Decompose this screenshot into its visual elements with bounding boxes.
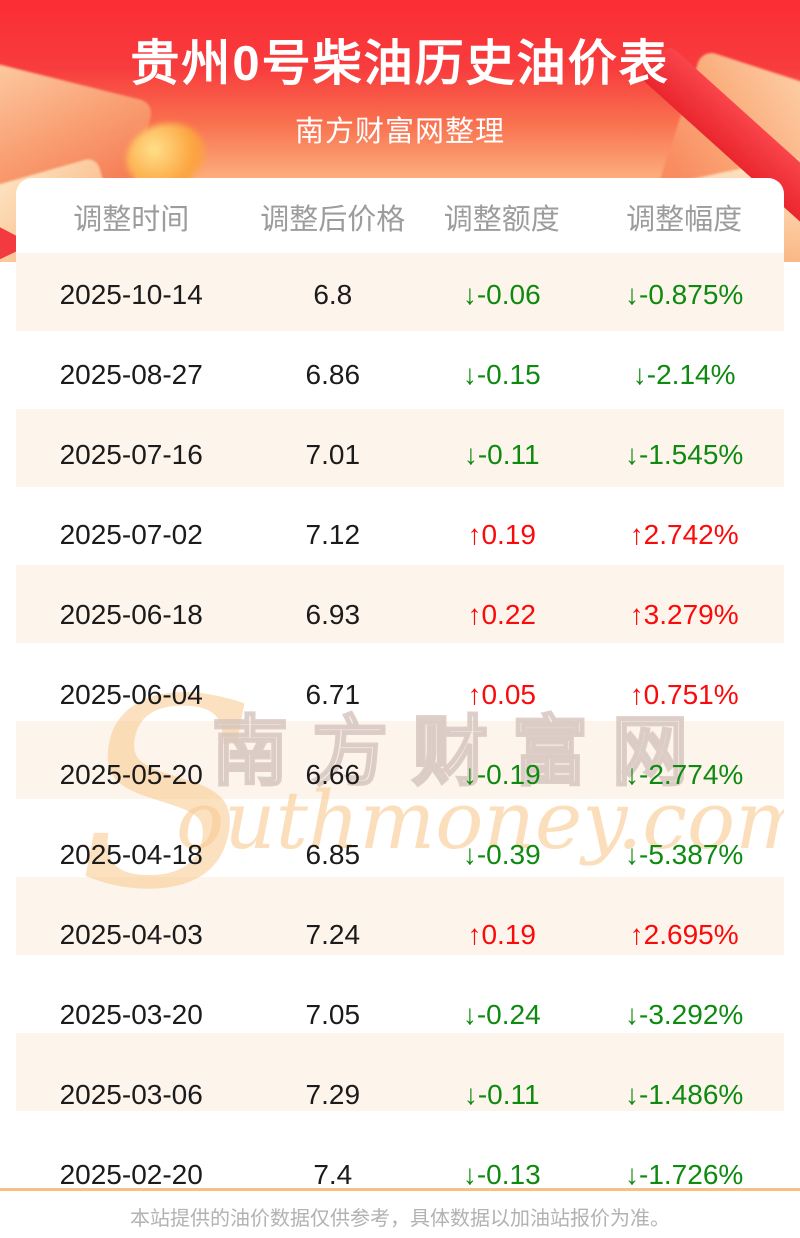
cell-adjust-date: 2025-07-02 bbox=[59, 519, 203, 550]
cell-adjust-date: 2025-04-18 bbox=[59, 839, 203, 870]
table-row: 2025-05-20 6.66 ↓-0.19 ↓-2.774% bbox=[16, 735, 784, 815]
cell-adjusted-price: 7.12 bbox=[305, 519, 361, 550]
table-row: 2025-03-20 7.05 ↓-0.24 ↓-3.292% bbox=[16, 975, 784, 1055]
cell-adjusted-price: 6.86 bbox=[305, 359, 361, 390]
cell-adjust-percent: ↓-5.387% bbox=[625, 839, 744, 870]
cell-adjust-date: 2025-03-06 bbox=[59, 1079, 203, 1110]
table-row: 2025-06-18 6.93 ↑0.22 ↑3.279% bbox=[16, 575, 784, 655]
cell-adjust-percent: ↓-3.292% bbox=[625, 999, 744, 1030]
cell-adjust-amount: ↑0.05 bbox=[467, 679, 536, 710]
cell-adjust-percent: ↓-2.774% bbox=[625, 759, 744, 790]
cell-adjust-date: 2025-08-27 bbox=[59, 359, 203, 390]
cell-adjusted-price: 7.05 bbox=[305, 999, 361, 1030]
cell-adjust-percent: ↑0.751% bbox=[629, 679, 739, 710]
cell-adjust-amount: ↓-0.06 bbox=[462, 279, 541, 310]
cell-adjust-amount: ↑0.19 bbox=[467, 519, 536, 550]
page-title: 贵州0号柴油历史油价表 bbox=[130, 37, 670, 91]
cell-adjust-percent: ↓-2.14% bbox=[632, 359, 736, 390]
cell-adjust-amount: ↓-0.11 bbox=[463, 1079, 540, 1110]
cell-adjust-percent: ↑2.742% bbox=[629, 519, 739, 550]
cell-adjusted-price: 7.4 bbox=[313, 1159, 353, 1189]
cell-adjusted-price: 7.29 bbox=[305, 1079, 361, 1110]
cell-adjusted-price: 6.85 bbox=[305, 839, 361, 870]
table-row: 2025-06-04 6.71 ↑0.05 ↑0.751% bbox=[16, 655, 784, 735]
table-row: 2025-07-02 7.12 ↑0.19 ↑2.742% bbox=[16, 495, 784, 575]
cell-adjust-percent: ↑2.695% bbox=[629, 919, 739, 950]
table-row: 2025-10-14 6.8 ↓-0.06 ↓-0.875% bbox=[16, 255, 784, 335]
cell-adjusted-price: 6.93 bbox=[305, 599, 361, 630]
table-row: 2025-07-16 7.01 ↓-0.11 ↓-1.545% bbox=[16, 415, 784, 495]
cell-adjust-amount: ↓-0.15 bbox=[462, 359, 541, 390]
cell-adjust-date: 2025-07-16 bbox=[59, 439, 203, 470]
cell-adjust-amount: ↓-0.39 bbox=[462, 839, 541, 870]
header-adjusted-price: 调整后价格 bbox=[260, 203, 406, 236]
cell-adjust-amount: ↓-0.11 bbox=[463, 439, 540, 470]
cell-adjust-amount: ↑0.22 bbox=[467, 599, 536, 630]
cell-adjust-date: 2025-05-20 bbox=[59, 759, 203, 790]
table-row: 2025-03-06 7.29 ↓-0.11 ↓-1.486% bbox=[16, 1055, 784, 1135]
row-stripes-background bbox=[16, 253, 784, 1189]
page-subtitle: 南方财富网整理 bbox=[294, 116, 505, 148]
cell-adjust-date: 2025-06-18 bbox=[59, 599, 203, 630]
cell-adjust-date: 2025-04-03 bbox=[59, 919, 203, 950]
cell-adjusted-price: 7.01 bbox=[305, 439, 361, 470]
cell-adjust-amount: ↓-0.13 bbox=[462, 1159, 541, 1189]
cell-adjust-date: 2025-06-04 bbox=[59, 679, 203, 710]
cell-adjusted-price: 6.71 bbox=[305, 679, 361, 710]
table-header-row: 调整时间 调整后价格 调整额度 调整幅度 bbox=[16, 178, 784, 255]
cell-adjust-amount: ↓-0.19 bbox=[462, 759, 541, 790]
footer-divider bbox=[0, 1188, 800, 1191]
cell-adjust-percent: ↑3.279% bbox=[629, 599, 739, 630]
table-row: 2025-04-03 7.24 ↑0.19 ↑2.695% bbox=[16, 895, 784, 975]
cell-adjusted-price: 6.8 bbox=[313, 279, 353, 310]
cell-adjusted-price: 6.66 bbox=[305, 759, 361, 790]
cell-adjust-percent: ↓-1.726% bbox=[625, 1159, 744, 1189]
cell-adjust-percent: ↓-1.545% bbox=[625, 439, 744, 470]
table-row: 2025-04-18 6.85 ↓-0.39 ↓-5.387% bbox=[16, 815, 784, 895]
oil-price-table: 调整时间 调整后价格 调整额度 调整幅度 2025-10-14 6.8 ↓-0.… bbox=[16, 178, 784, 1190]
cell-adjust-date: 2025-03-20 bbox=[59, 999, 203, 1030]
cell-adjusted-price: 7.24 bbox=[305, 919, 361, 950]
header-adjust-amount: 调整额度 bbox=[443, 203, 560, 236]
cell-adjust-amount: ↓-0.24 bbox=[462, 999, 541, 1030]
table-row: 2025-08-27 6.86 ↓-0.15 ↓-2.14% bbox=[16, 335, 784, 415]
price-table-body: 2025-10-14 6.8 ↓-0.06 ↓-0.875% 2025-08-2… bbox=[16, 255, 784, 1189]
cell-adjust-amount: ↑0.19 bbox=[467, 919, 536, 950]
header-adjust-time: 调整时间 bbox=[73, 203, 190, 236]
cell-adjust-percent: ↓-0.875% bbox=[625, 279, 744, 310]
cell-adjust-date: 2025-02-20 bbox=[59, 1159, 203, 1189]
cell-adjust-date: 2025-10-14 bbox=[59, 279, 203, 310]
table-row: 2025-02-20 7.4 ↓-0.13 ↓-1.726% bbox=[16, 1135, 784, 1189]
header-adjust-percent: 调整幅度 bbox=[626, 203, 743, 236]
footer-disclaimer: 本站提供的油价数据仅供参考，具体数据以加油站报价为准。 bbox=[130, 1208, 670, 1230]
price-table-card: S 南方财富网 outhmoney.com 调整时间 调整后价格 调整额度 调整… bbox=[16, 178, 784, 1189]
cell-adjust-percent: ↓-1.486% bbox=[625, 1079, 744, 1110]
